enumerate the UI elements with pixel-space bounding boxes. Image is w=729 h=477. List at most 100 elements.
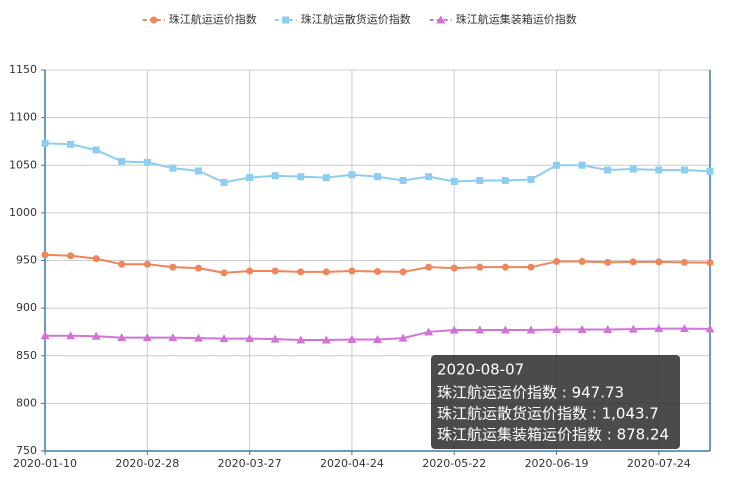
y-tick-label: 900 (16, 301, 37, 314)
marker (604, 258, 612, 266)
tooltip: 2020-08-07 珠江航运运价指数 : 947.73 珠江航运散货运价指数 : … (431, 355, 680, 449)
marker (450, 177, 458, 185)
x-tick-label: 2020-02-28 (115, 457, 179, 470)
marker (578, 161, 586, 169)
marker (246, 267, 254, 275)
tooltip-line: 珠江航运运价指数 : 947.73 (437, 384, 624, 402)
marker (604, 166, 612, 174)
x-tick-label: 2020-03-27 (218, 457, 282, 470)
marker (296, 335, 306, 344)
legend-item: 珠江航运集装箱运价指数 (429, 12, 577, 26)
marker (629, 165, 637, 173)
tooltip-box (431, 355, 680, 449)
marker (475, 325, 485, 334)
x-tick-label: 2020-06-19 (525, 457, 589, 470)
marker (629, 258, 637, 266)
y-tick-label: 1150 (9, 63, 37, 76)
marker (245, 334, 255, 343)
y-tick-label: 1050 (9, 158, 37, 171)
marker (706, 167, 714, 175)
marker (527, 263, 535, 271)
marker (500, 325, 510, 334)
marker (399, 176, 407, 184)
marker (67, 252, 75, 260)
marker (194, 264, 202, 272)
x-tick-label: 2020-07-24 (627, 457, 691, 470)
y-tick-label: 850 (16, 349, 37, 362)
marker (67, 140, 75, 148)
marker (220, 269, 228, 277)
marker (270, 334, 280, 343)
x-tick-label: 2020-01-10 (13, 457, 77, 470)
y-tick-label: 800 (16, 396, 37, 409)
marker (117, 333, 127, 342)
marker (92, 255, 100, 263)
marker (374, 173, 381, 181)
marker (552, 325, 562, 334)
marker (373, 335, 382, 344)
marker (168, 333, 178, 342)
marker (91, 331, 101, 340)
marker (526, 325, 536, 334)
x-tick-label: 2020-05-22 (422, 457, 486, 470)
legend-label: 珠江航运散货运价指数 (301, 12, 411, 26)
marker (553, 161, 561, 169)
marker (399, 268, 407, 276)
marker (150, 16, 158, 24)
marker (628, 324, 638, 333)
marker (705, 324, 715, 333)
legend-item: 珠江航运运价指数 (142, 12, 257, 26)
marker (219, 334, 229, 343)
marker (41, 139, 49, 147)
marker (578, 257, 586, 265)
y-tick-label: 950 (16, 254, 37, 267)
marker (374, 267, 381, 275)
marker (194, 167, 202, 175)
marker (297, 173, 305, 181)
marker (271, 172, 279, 180)
y-tick-label: 1100 (9, 111, 37, 124)
marker (424, 327, 434, 336)
marker (348, 171, 356, 179)
marker (92, 146, 100, 154)
marker (603, 325, 613, 334)
marker (706, 259, 714, 267)
marker (476, 176, 484, 184)
marker (41, 251, 49, 259)
marker (476, 263, 484, 271)
marker (680, 166, 688, 174)
legend-label: 珠江航运集装箱运价指数 (456, 12, 577, 26)
marker (679, 324, 689, 333)
marker (40, 331, 50, 340)
marker (282, 16, 290, 24)
marker (398, 333, 408, 342)
y-tick-label: 750 (16, 444, 37, 457)
marker (169, 263, 177, 271)
marker (322, 268, 330, 276)
marker (655, 258, 663, 266)
marker (246, 174, 254, 182)
marker (501, 176, 509, 184)
marker (143, 260, 151, 268)
marker (425, 263, 433, 271)
marker (501, 263, 509, 271)
marker (654, 324, 664, 333)
marker (118, 157, 126, 165)
marker (436, 15, 446, 24)
tooltip-title: 2020-08-07 (437, 361, 524, 379)
marker (220, 178, 228, 186)
marker (193, 333, 203, 342)
marker (348, 267, 356, 275)
marker (169, 164, 177, 172)
marker (118, 260, 126, 268)
legend-label: 珠江航运运价指数 (169, 12, 257, 26)
marker (450, 264, 458, 272)
marker (680, 258, 688, 266)
marker (577, 325, 587, 334)
marker (553, 257, 561, 265)
marker (425, 173, 433, 181)
marker (347, 335, 357, 344)
marker (271, 267, 279, 275)
marker (321, 335, 331, 344)
